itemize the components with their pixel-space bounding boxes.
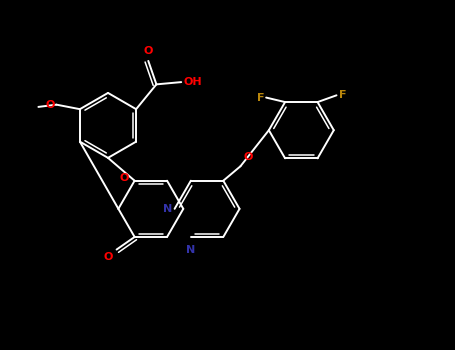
Text: O: O bbox=[243, 152, 253, 162]
Text: O: O bbox=[120, 173, 129, 183]
Text: F: F bbox=[257, 92, 264, 103]
Text: O: O bbox=[104, 252, 113, 262]
Text: O: O bbox=[144, 47, 153, 56]
Text: OH: OH bbox=[183, 77, 202, 87]
Text: N: N bbox=[186, 245, 196, 254]
Text: F: F bbox=[339, 90, 346, 100]
Text: N: N bbox=[163, 204, 172, 214]
Text: O: O bbox=[45, 100, 55, 110]
